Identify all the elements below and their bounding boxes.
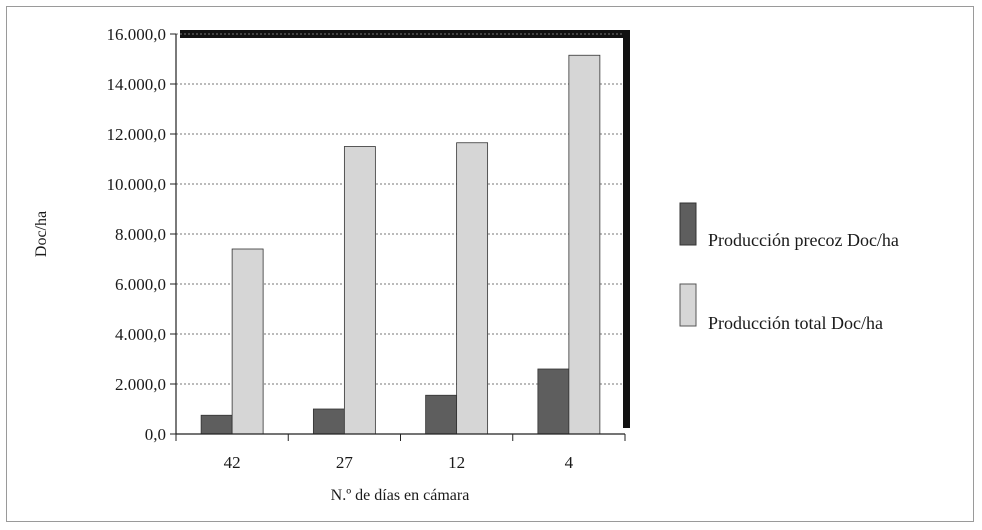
bars <box>200 54 601 435</box>
x-tick-label: 27 <box>336 453 354 472</box>
y-tick-label: 14.000,0 <box>107 75 167 94</box>
bar-total-12 <box>456 142 489 435</box>
legend: Producción precoz Doc/ha Producción tota… <box>679 202 899 333</box>
y-tick-labels: 0,0 2.000,0 4.000,0 6.000,0 8.000,0 10.000,0 1… <box>107 25 167 444</box>
y-tick-label: 12.000,0 <box>107 125 167 144</box>
bar-precoz-27 <box>312 408 345 435</box>
bar-total-42 <box>231 248 264 435</box>
legend-swatch-precoz <box>679 202 697 246</box>
legend-swatch-total <box>679 283 697 327</box>
x-tick-label: 42 <box>224 453 241 472</box>
y-axis-title: Doc/ha <box>33 211 50 257</box>
y-tick-label: 16.000,0 <box>107 25 167 44</box>
bar-precoz-12 <box>425 394 458 435</box>
y-tick-label: 6.000,0 <box>115 275 166 294</box>
y-tick-label: 0,0 <box>145 425 166 444</box>
y-tick-label: 4.000,0 <box>115 325 166 344</box>
y-tick-label: 10.000,0 <box>107 175 167 194</box>
plot-shadow-right <box>623 30 630 428</box>
bar-total-27 <box>343 146 376 435</box>
x-tick-label: 4 <box>565 453 574 472</box>
x-tick-label: 12 <box>448 453 465 472</box>
axes <box>170 33 626 441</box>
x-axis-title: N.º de días en cámara <box>331 487 470 504</box>
y-tick-label: 8.000,0 <box>115 225 166 244</box>
legend-label-precoz: Producción precoz Doc/ha <box>708 230 899 250</box>
x-tick-labels: 42 27 12 4 <box>224 453 574 472</box>
bar-precoz-4 <box>537 368 570 435</box>
bar-precoz-42 <box>200 414 233 435</box>
y-tick-label: 2.000,0 <box>115 375 166 394</box>
chart-frame <box>6 6 974 522</box>
bar-total-4 <box>568 54 601 435</box>
legend-label-total: Producción total Doc/ha <box>708 313 883 333</box>
